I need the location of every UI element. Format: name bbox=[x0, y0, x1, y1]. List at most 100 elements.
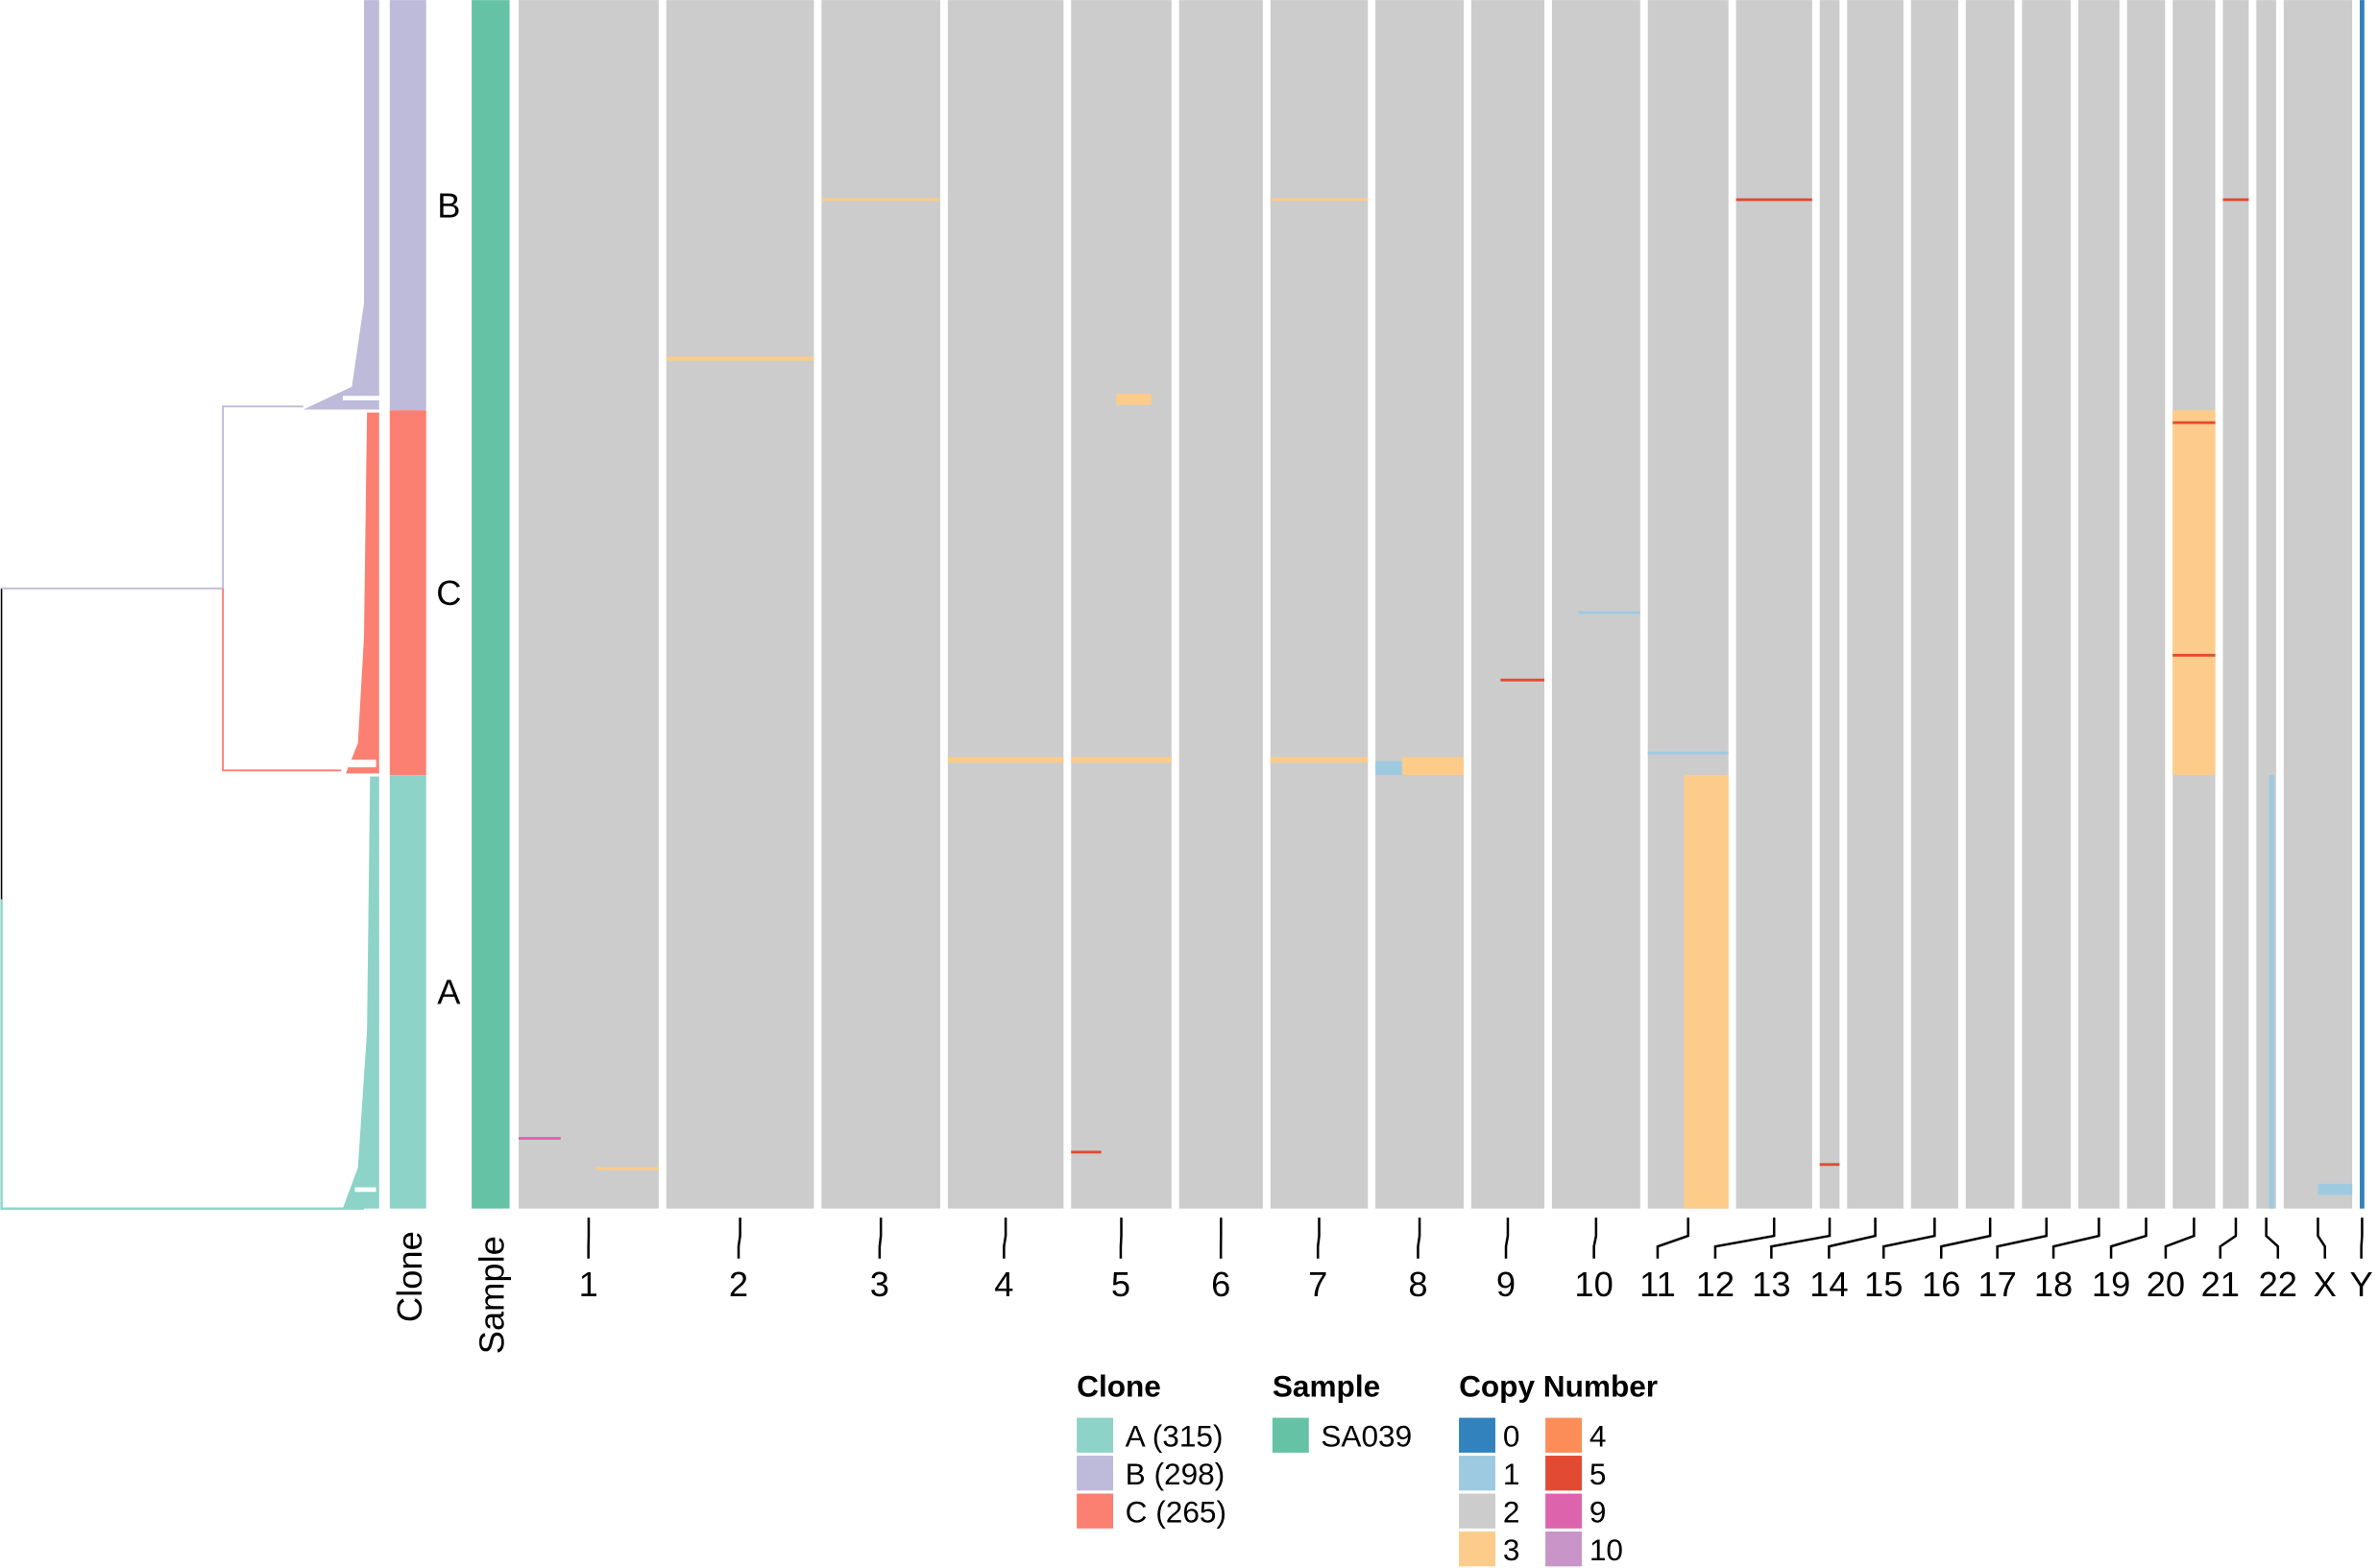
copy-number-segment bbox=[2317, 1183, 2353, 1195]
legend-label-clone: B (298) bbox=[1126, 1457, 1225, 1491]
sample-bar-segment bbox=[472, 0, 510, 1209]
chromosome-column-3 bbox=[821, 0, 940, 1209]
chromosome-column-13 bbox=[1819, 0, 1840, 1209]
chromosome-tick-label: 13 bbox=[1752, 1265, 1790, 1304]
chromosome-tick bbox=[2219, 1218, 2238, 1259]
copy-number-segment bbox=[1578, 611, 1640, 615]
chromosome-column-X bbox=[2283, 0, 2353, 1209]
chromosome-column-17 bbox=[2022, 0, 2072, 1209]
chromosome-tick-label: 16 bbox=[1922, 1265, 1960, 1304]
chromosome-column-12 bbox=[1735, 0, 1812, 1209]
copy-number-segment bbox=[1375, 760, 1402, 776]
chromosome-tick bbox=[1828, 1218, 1877, 1259]
tree-leaves-b bbox=[303, 0, 379, 410]
clone-bar-label: C bbox=[436, 573, 461, 613]
chromosome-tick-label: 19 bbox=[2092, 1265, 2130, 1304]
chromosome-tick-label: 8 bbox=[1408, 1265, 1427, 1304]
legend-swatch-copy-number bbox=[1459, 1531, 1495, 1567]
legend-label-clone: A (315) bbox=[1126, 1419, 1224, 1454]
chromosome-tick-label: 18 bbox=[2034, 1265, 2073, 1304]
legend-swatch-clone-c bbox=[1077, 1493, 1114, 1529]
copy-number-segment bbox=[2172, 653, 2216, 657]
sample-annotation-bar bbox=[472, 0, 510, 1209]
legend-swatch-copy-number bbox=[1459, 1493, 1495, 1529]
chromosome-tick-label: 22 bbox=[2259, 1265, 2297, 1304]
legend-sample-title: Sample bbox=[1273, 1368, 1380, 1403]
chromosome-column-7 bbox=[1270, 0, 1369, 1209]
copy-number-segment bbox=[595, 1167, 659, 1170]
legend-label-clone: C (265) bbox=[1126, 1495, 1226, 1530]
copy-number-segment bbox=[2360, 0, 2365, 1209]
chromosome-tick bbox=[1119, 1218, 1123, 1259]
phylogenetic-tree bbox=[0, 0, 379, 1210]
tree-leaves-a bbox=[342, 776, 379, 1209]
chromosome-tick-label: 17 bbox=[1978, 1265, 2016, 1304]
copy-number-segment bbox=[1684, 775, 1729, 1209]
chromosome-tick bbox=[1417, 1218, 1421, 1259]
legend-label-copy-number: 5 bbox=[1589, 1457, 1607, 1491]
legend-label-copy-number: 0 bbox=[1503, 1419, 1520, 1454]
chromosome-column-15 bbox=[1910, 0, 1958, 1209]
copy-number-segment bbox=[2172, 421, 2216, 424]
copy-number-segment bbox=[666, 356, 814, 361]
chromosome-column-9 bbox=[1470, 0, 1544, 1209]
chromosome-column-8 bbox=[1375, 0, 1465, 1209]
clone-bar-segment-b bbox=[389, 0, 426, 411]
chromosome-column-2 bbox=[666, 0, 814, 1209]
chromosome-column-18 bbox=[2078, 0, 2120, 1209]
copy-number-segment bbox=[2172, 410, 2216, 776]
chromosome-tick bbox=[878, 1218, 883, 1259]
tree-leaves-gap bbox=[354, 1187, 376, 1193]
copy-number-segment bbox=[1071, 1150, 1102, 1154]
legend-swatch-clone-a bbox=[1077, 1417, 1114, 1453]
copy-number-segment bbox=[821, 198, 940, 202]
tree-branch-c bbox=[222, 588, 342, 772]
chromosome-tick bbox=[1316, 1218, 1321, 1259]
chromosome-tick bbox=[1881, 1218, 1936, 1259]
clone-bar-segment-a bbox=[389, 775, 426, 1209]
chromosome-tick-label: 15 bbox=[1864, 1265, 1903, 1304]
chromosome-column-16 bbox=[1965, 0, 2015, 1209]
clone-bar-label: A bbox=[437, 973, 461, 1012]
copy-number-segment bbox=[1819, 1163, 1840, 1167]
chromosome-tick-label: 12 bbox=[1696, 1265, 1735, 1304]
chromosome-tick bbox=[1592, 1218, 1598, 1259]
sample-column-label: Sample bbox=[472, 1236, 511, 1354]
legend-copy-number-title: Copy Number bbox=[1459, 1368, 1658, 1403]
legend-label-copy-number: 9 bbox=[1589, 1495, 1607, 1530]
chromosome-axis: 1 2 3 4 5 6 7 8 9 10 11 12 13 14 15 16 17 18 19 20 21 22 X Y bbox=[579, 1218, 2373, 1304]
chromosome-tick-label: 5 bbox=[1111, 1265, 1130, 1304]
chromosome-column-14 bbox=[1847, 0, 1904, 1209]
chromosome-tick bbox=[1713, 1218, 1776, 1259]
legend-label-sample: SA039 bbox=[1321, 1419, 1412, 1454]
legend-swatch-copy-number bbox=[1459, 1456, 1495, 1491]
legend-swatch-copy-number bbox=[1545, 1417, 1582, 1453]
copy-number-segment bbox=[1270, 198, 1369, 202]
legend-swatch-clone-b bbox=[1077, 1456, 1114, 1491]
chromosome-tick bbox=[2109, 1218, 2147, 1259]
chromosome-tick bbox=[1770, 1218, 1832, 1259]
legend-label-copy-number: 2 bbox=[1503, 1495, 1520, 1530]
chromosome-tick-label: 3 bbox=[870, 1265, 889, 1304]
legend-label-copy-number: 3 bbox=[1503, 1532, 1520, 1567]
chromosome-tick bbox=[737, 1218, 741, 1259]
chromosome-tick bbox=[2051, 1218, 2100, 1259]
chromosome-tick-label: 4 bbox=[994, 1265, 1013, 1304]
chromosome-tick bbox=[2360, 1218, 2364, 1259]
chromosome-column-21 bbox=[2222, 0, 2249, 1209]
chromosome-tick-label: 1 bbox=[579, 1265, 598, 1304]
chromosome-column-1 bbox=[519, 0, 659, 1209]
copy-number-segment bbox=[1401, 757, 1465, 776]
tree-leaves-gap bbox=[349, 760, 376, 768]
chromosome-tick bbox=[1996, 1218, 2049, 1259]
chromosome-tick-label: 6 bbox=[1211, 1265, 1230, 1304]
chromosome-tick-label: 11 bbox=[1639, 1265, 1676, 1304]
chromosome-tick-label: 10 bbox=[1574, 1265, 1613, 1304]
chromosome-tick-label: 21 bbox=[2201, 1265, 2240, 1304]
heatmap-body bbox=[519, 0, 2365, 1209]
clone-annotation-bar: B C A bbox=[389, 0, 462, 1209]
copy-number-segment bbox=[1071, 757, 1172, 763]
tree-branch-b bbox=[222, 405, 303, 589]
chromosome-tick-label: X bbox=[2314, 1265, 2337, 1304]
